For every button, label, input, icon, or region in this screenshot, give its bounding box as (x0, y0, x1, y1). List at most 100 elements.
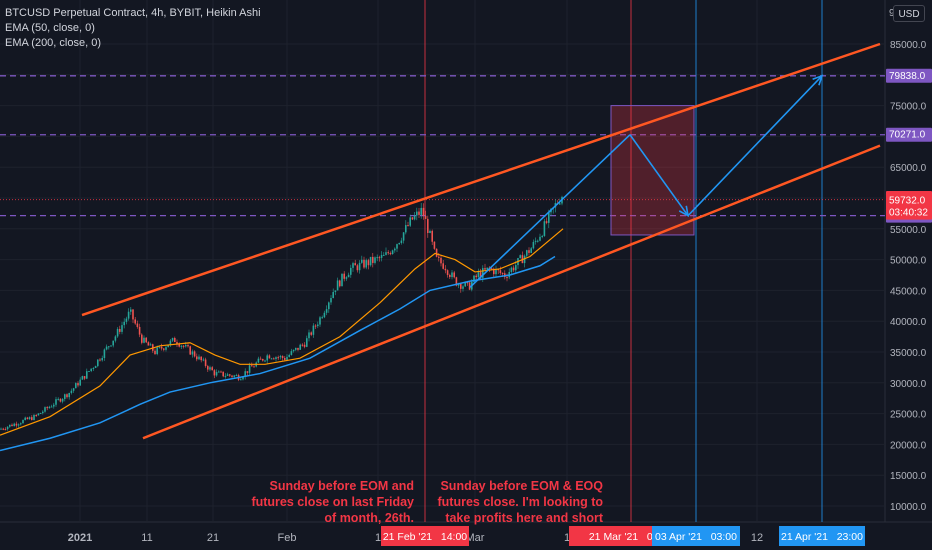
candle-body (539, 236, 541, 241)
candle-body (218, 371, 220, 373)
candle-body (343, 273, 345, 279)
candle-body (499, 270, 502, 274)
candle-body (350, 267, 352, 275)
candle-body (64, 394, 66, 399)
candle-body (268, 355, 271, 359)
current-price-label[interactable]: 03:40:32 (889, 208, 928, 219)
time-tick-label: Feb (278, 532, 297, 544)
candle-body (200, 356, 202, 361)
candle-body (185, 345, 187, 347)
candle-body (466, 282, 469, 284)
candle-body (429, 230, 431, 233)
candle-body (257, 358, 260, 363)
time-tick-label: Mar (466, 532, 485, 544)
candle-body (83, 376, 86, 379)
candle-body (112, 340, 114, 346)
price-tick-label: 10000.0 (890, 502, 927, 513)
projection-segment[interactable] (469, 134, 631, 288)
candle-body (136, 323, 139, 327)
candle-body (99, 359, 101, 361)
price-level-label[interactable]: 79838.0 (889, 71, 926, 82)
candle-body (409, 217, 411, 226)
candle-body (444, 268, 447, 271)
candle-body (46, 407, 48, 409)
current-price-label[interactable]: 59732.0 (889, 196, 926, 207)
candle-body (486, 267, 488, 270)
date-marker-label-bg (652, 526, 740, 546)
time-axis-ticks: 2021 11 21 Feb 1 Mar 1 12 (68, 532, 763, 544)
candle-body (13, 423, 15, 427)
candle-body (39, 413, 42, 415)
candle-body (127, 311, 130, 319)
candle-body (86, 371, 88, 379)
channel-lower-line[interactable] (142, 144, 881, 440)
candle-body (57, 398, 59, 400)
projection-arrows[interactable] (469, 74, 824, 288)
price-tick-label: 35000.0 (890, 348, 927, 359)
currency-selector[interactable]: USD (893, 5, 925, 22)
projection-segment[interactable] (687, 75, 823, 217)
date-marker-label[interactable]: 21 Apr '21 23:00 (781, 531, 863, 543)
candle-body (398, 242, 400, 245)
candle-body (427, 218, 429, 233)
candle-body (154, 350, 156, 355)
candle-body (442, 263, 444, 269)
candle-body (506, 277, 508, 279)
candle-body (334, 290, 337, 293)
candle-body (233, 375, 235, 377)
candle-body (438, 256, 440, 258)
candle-body (446, 270, 449, 275)
candle-body (145, 337, 147, 343)
candle-body (378, 257, 381, 259)
candle-body (187, 345, 189, 347)
candle-body (121, 325, 123, 332)
candle-body (211, 367, 213, 371)
date-marker-label-bg (779, 526, 865, 546)
candle-body (182, 345, 185, 347)
candle-body (68, 392, 70, 398)
price-tick-label: 85000.0 (890, 40, 927, 51)
candle-body (358, 262, 361, 271)
time-tick-label: 2021 (68, 532, 92, 544)
candle-body (376, 257, 378, 259)
date-marker-label[interactable]: 03 Apr '21 03:00 (655, 531, 737, 543)
candle-body (288, 354, 290, 357)
short-zone-box[interactable] (610, 105, 695, 236)
candle-body (383, 254, 385, 256)
candle-body (468, 282, 471, 290)
candle-body (308, 332, 310, 339)
candle-body (196, 356, 198, 360)
candle-body (299, 344, 301, 350)
price-axis-labels: 79838.070271.057134.060000.059732.003:40… (886, 68, 932, 223)
price-level-label[interactable]: 70271.0 (889, 130, 926, 141)
time-tick-label: 1 (564, 532, 570, 544)
candle-body (141, 334, 143, 343)
price-tick-label: 25000.0 (890, 410, 927, 421)
candle-body (312, 325, 315, 335)
candle-body (347, 274, 350, 278)
date-marker-label[interactable]: 21 Feb '21 14:00 (383, 531, 467, 543)
candle-body (79, 379, 81, 386)
candle-body (37, 413, 40, 416)
channel-upper-line[interactable] (81, 42, 881, 317)
candle-body (242, 376, 244, 380)
projection-segment[interactable] (629, 134, 689, 217)
candle-body (163, 348, 165, 350)
candle-body (385, 252, 387, 255)
candle-body (0, 428, 2, 430)
candle-body (321, 317, 323, 319)
candle-body (345, 277, 348, 279)
price-tick-label: 50000.0 (890, 256, 927, 267)
price-tick-label: 20000.0 (890, 440, 927, 451)
candle-body (545, 221, 548, 223)
candle-body (400, 240, 403, 243)
candle-body (387, 252, 389, 254)
candle-body (543, 221, 546, 236)
candle-body (464, 282, 466, 287)
time-tick-label: 21 (207, 532, 219, 544)
candle-body (244, 371, 246, 377)
candle-body (306, 338, 308, 347)
candle-body (75, 383, 77, 389)
candle-body (171, 337, 174, 341)
